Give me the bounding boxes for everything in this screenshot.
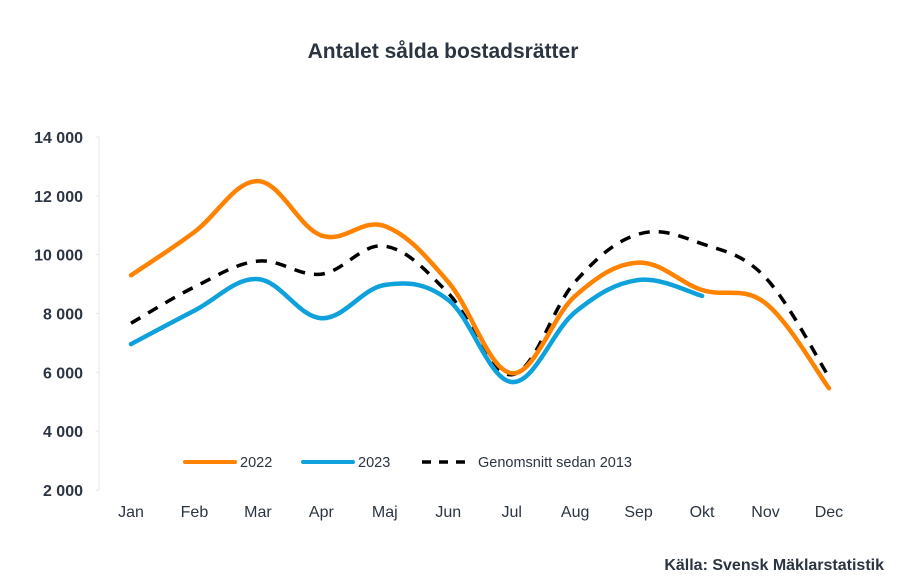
data-point xyxy=(129,273,133,277)
y-tick-labels: 2 000 4 000 6 000 8 000 10 000 12 000 14 000 xyxy=(34,130,99,500)
data-point xyxy=(383,224,387,228)
data-point xyxy=(573,280,577,284)
y-tick-label: 14 000 xyxy=(34,130,83,147)
data-point xyxy=(700,288,704,292)
data-point xyxy=(510,371,514,375)
data-point xyxy=(319,234,323,238)
x-tick-labels: Jan Feb Mar Apr Maj Jun Jul Aug Sep Okt Nov Dec xyxy=(118,504,843,521)
x-tick-label: Feb xyxy=(181,504,209,521)
data-point xyxy=(637,232,641,236)
data-point xyxy=(637,261,641,265)
x-tick-label: Mar xyxy=(244,504,272,521)
data-point xyxy=(256,259,260,263)
data-point xyxy=(192,230,196,234)
legend: 2022 2023 Genomsnitt sedan 2013 xyxy=(183,455,632,471)
data-point xyxy=(764,276,768,280)
data-point xyxy=(573,294,577,298)
data-point xyxy=(192,309,196,313)
data-point xyxy=(129,342,133,346)
data-point xyxy=(383,283,387,287)
data-point xyxy=(129,321,133,325)
y-tick-label: 4 000 xyxy=(43,424,83,441)
y-tick-label: 6 000 xyxy=(43,365,83,382)
data-point xyxy=(446,298,450,302)
y-tick-label: 8 000 xyxy=(43,307,83,324)
y-tick-label: 12 000 xyxy=(34,189,83,206)
series-line-2023 xyxy=(128,276,705,385)
chart-title: Antalet sålda bostadsrätter xyxy=(308,40,579,63)
data-point xyxy=(319,272,323,276)
data-point xyxy=(256,277,260,281)
legend-item-average: Genomsnitt sedan 2013 xyxy=(422,455,632,471)
data-point xyxy=(764,301,768,305)
x-tick-label: Maj xyxy=(372,504,398,521)
x-tick-label: Aug xyxy=(561,504,589,521)
data-point xyxy=(700,242,704,246)
legend-label-2022: 2022 xyxy=(240,455,272,471)
legend-item-2023: 2023 xyxy=(301,455,390,471)
legend-label-2023: 2023 xyxy=(358,455,390,471)
legend-item-2022: 2022 xyxy=(183,455,272,471)
data-point xyxy=(510,380,514,384)
data-point xyxy=(827,375,831,379)
x-tick-label: Dec xyxy=(815,504,843,521)
data-point xyxy=(700,294,704,298)
x-tick-label: Apr xyxy=(309,504,335,521)
data-point xyxy=(192,285,196,289)
x-tick-label: Jun xyxy=(435,504,461,521)
y-tick-label: 2 000 xyxy=(43,483,83,500)
series-line-2022 xyxy=(128,178,832,391)
x-tick-label: Jul xyxy=(501,504,521,521)
series-line-genomsnitt-sedan-2013 xyxy=(130,229,831,378)
y-tick-label: 10 000 xyxy=(34,248,83,265)
data-point xyxy=(256,179,260,183)
data-point xyxy=(319,316,323,320)
series-layer xyxy=(128,178,832,391)
data-point xyxy=(827,386,831,390)
data-point xyxy=(446,291,450,295)
x-tick-label: Nov xyxy=(751,504,779,521)
x-tick-label: Okt xyxy=(690,504,715,521)
x-tick-label: Sep xyxy=(624,504,653,521)
data-point xyxy=(573,310,577,314)
x-tick-label: Jan xyxy=(118,504,144,521)
legend-label-average: Genomsnitt sedan 2013 xyxy=(478,455,632,471)
source-note: Källa: Svensk Mäklarstatistik xyxy=(664,557,884,574)
data-point xyxy=(637,278,641,282)
data-point xyxy=(446,280,450,284)
data-point xyxy=(383,244,387,248)
